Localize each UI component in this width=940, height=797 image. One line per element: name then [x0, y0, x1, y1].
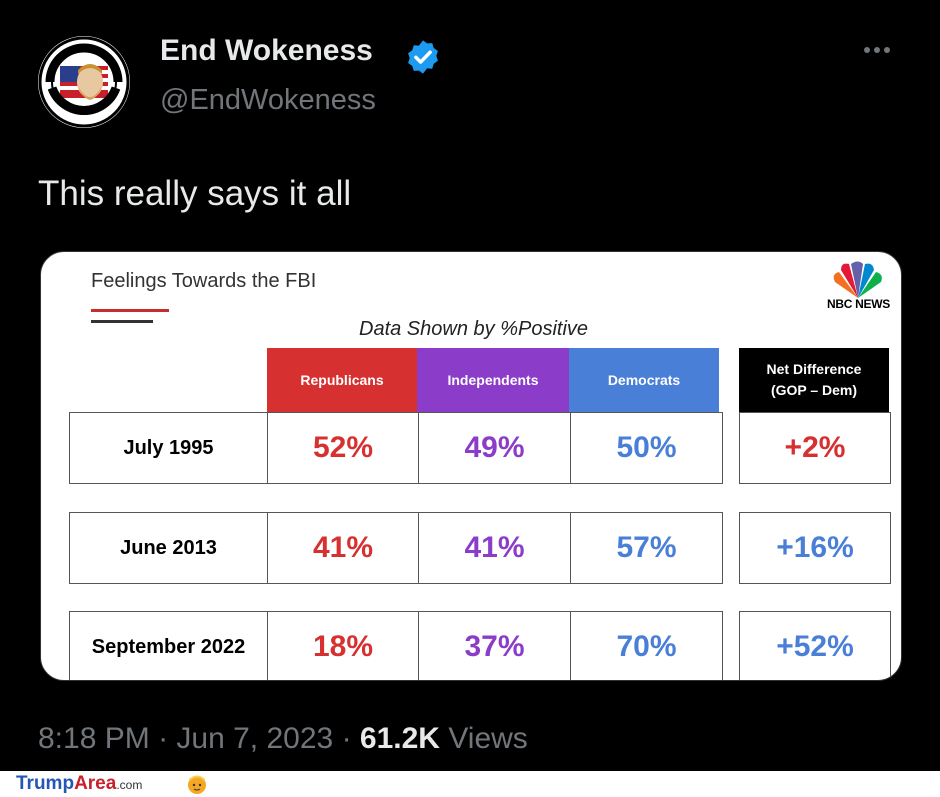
independents-value: 49%: [418, 413, 570, 483]
tweet-meta: 8:18 PM · Jun 7, 2023 · 61.2K Views: [38, 722, 528, 756]
chart-subtitle: Data Shown by %Positive: [359, 318, 589, 340]
watermark-tld: .com: [116, 778, 143, 792]
meta-separator: ·: [158, 722, 169, 755]
display-name[interactable]: End Wokeness: [160, 34, 373, 67]
independents-value: 41%: [418, 513, 570, 583]
nbc-news-logo-text: NBC NEWS: [827, 297, 890, 311]
net-difference-value: +16%: [739, 512, 891, 584]
republicans-value: 52%: [267, 413, 418, 483]
row-label: September 2022: [91, 635, 246, 658]
table-row: July 1995 52% 49% 50%: [69, 412, 723, 484]
democrats-value: 57%: [570, 513, 722, 583]
democrats-value: 70%: [570, 612, 722, 680]
watermark-face-icon: [188, 775, 206, 794]
more-options-icon[interactable]: [862, 40, 902, 64]
header-democrats: Democrats: [569, 348, 719, 412]
header-net-line1: Net Difference: [766, 361, 862, 377]
tweet-image[interactable]: Feelings Towards the FBI Data Shown by %…: [40, 251, 902, 681]
chart-title: Feelings Towards the FBI: [91, 270, 317, 292]
title-rule-red: [91, 309, 169, 312]
watermark-bar: [0, 771, 940, 797]
avatar[interactable]: [38, 36, 130, 128]
tweet-date[interactable]: Jun 7, 2023: [176, 722, 334, 755]
header-net-line2: (GOP – Dem): [770, 382, 858, 398]
independents-value: 37%: [418, 612, 570, 680]
net-difference-value: +52%: [739, 611, 891, 680]
header-republicans: Republicans: [267, 348, 417, 412]
watermark-brand2: Area: [74, 773, 117, 794]
republicans-value: 18%: [267, 612, 418, 680]
republicans-value: 41%: [267, 513, 418, 583]
democrats-value: 50%: [570, 413, 722, 483]
meta-separator: ·: [341, 722, 352, 755]
row-label: June 2013: [120, 536, 217, 559]
watermark-logo: TrumpArea.com: [16, 773, 142, 795]
net-difference-value: +2%: [739, 412, 891, 484]
avatar-badge-icon: [38, 36, 130, 128]
table-row: June 2013 41% 41% 57%: [69, 512, 723, 584]
header-independents: Independents: [417, 348, 569, 412]
watermark-brand1: Trump: [16, 773, 75, 794]
views-label: Views: [448, 722, 528, 755]
table-row: September 2022 18% 37% 70%: [69, 611, 723, 680]
title-rule-dark: [91, 320, 153, 323]
tweet-time[interactable]: 8:18 PM: [38, 722, 150, 755]
nbc-peacock-icon: [833, 261, 882, 298]
header-net-difference: Net Difference (GOP – Dem): [739, 348, 889, 412]
views-count[interactable]: 61.2K: [359, 722, 440, 755]
tweet-text: This really says it all: [38, 174, 352, 213]
row-label: July 1995: [123, 436, 214, 459]
user-handle[interactable]: @EndWokeness: [160, 84, 376, 116]
verified-badge-icon[interactable]: [404, 38, 442, 76]
